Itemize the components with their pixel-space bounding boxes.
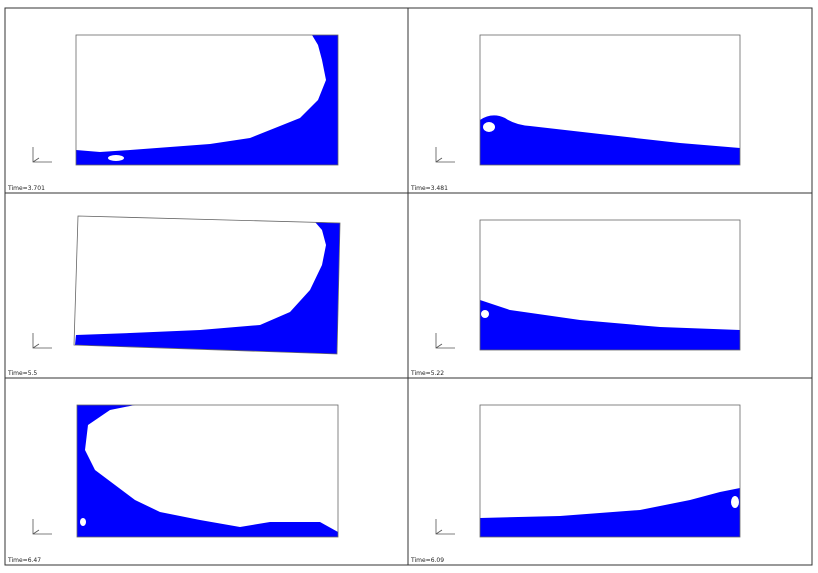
time-label: Time=5.22: [410, 370, 444, 377]
simulation-frame: [479, 219, 741, 351]
axis-triad: [32, 519, 52, 535]
simulation-frame: [73, 215, 341, 355]
axis-triad: [32, 333, 52, 349]
time-label: Time=3.481: [410, 185, 448, 192]
simulation-frame: [479, 34, 741, 166]
simulation-frame: [479, 404, 741, 538]
time-label: Time=6.47: [7, 557, 41, 564]
fluid: [76, 35, 338, 165]
domain-box: [73, 215, 341, 355]
domain-box: [76, 404, 339, 538]
axis-triad: [435, 519, 455, 535]
fluid-void: [108, 155, 124, 161]
fluid-void: [483, 122, 495, 132]
time-label: Time=3.701: [7, 185, 45, 192]
fluid-void: [731, 496, 739, 508]
panel-cell: [407, 192, 813, 379]
fluid: [75, 222, 340, 354]
fluid: [480, 488, 740, 537]
simulation-frame: [75, 34, 339, 166]
time-label: Time=6.09: [410, 557, 444, 564]
domain-box: [479, 34, 741, 166]
axis-triad: [435, 333, 455, 349]
fluid: [77, 405, 338, 537]
axis-triad: [32, 147, 52, 163]
panel-cell: [4, 192, 409, 379]
domain-box: [75, 34, 339, 166]
fluid-void: [80, 518, 86, 526]
axis-triad: [435, 147, 455, 163]
domain-box: [479, 219, 741, 351]
fluid: [480, 300, 740, 350]
simulation-frame: [76, 404, 339, 538]
domain-box: [479, 404, 741, 538]
fluid-void: [481, 310, 489, 318]
time-label: Time=5.5: [7, 370, 37, 377]
fluid: [480, 115, 740, 165]
